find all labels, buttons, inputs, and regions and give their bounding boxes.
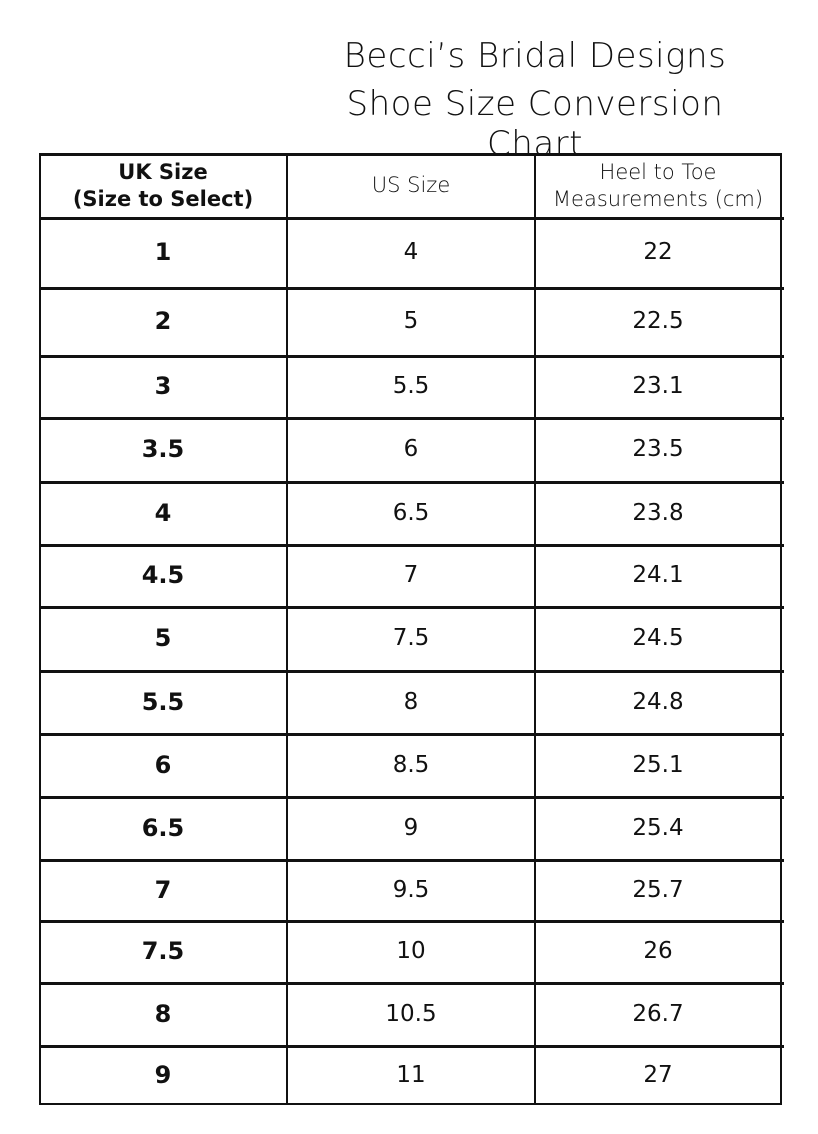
measurement-cell: 22.5 [632,308,684,335]
us-size-cell: 10.5 [385,1000,437,1027]
uk-size-cell: 5 [154,624,172,653]
measurement-cell: 27 [643,1061,673,1088]
measurement-cell: 22 [643,239,673,266]
header-line: Heel to Toe [599,159,717,184]
column-divider [534,153,536,1105]
header-measurement: Heel to Toe Measurements (cm) [535,153,781,219]
us-size-cell: 10 [396,938,426,965]
measurement-cell: 24.5 [632,625,684,652]
uk-size-cell: 3.5 [141,435,185,464]
uk-size-cell: 7 [154,875,172,904]
row-divider [39,670,784,673]
row-divider [39,417,784,420]
us-size-cell: 8.5 [392,751,430,778]
measurement-cell: 26.7 [632,1000,684,1027]
column-divider [286,153,288,1105]
uk-size-cell: 2 [154,307,172,336]
uk-size-cell: 4.5 [141,561,185,590]
us-size-cell: 5.5 [392,373,430,400]
page-title: Becci’s Bridal Designs [343,36,727,76]
us-size-cell: 11 [396,1061,426,1088]
header-line: UK Size [118,159,208,184]
measurement-cell: 23.1 [632,373,684,400]
measurement-cell: 24.8 [632,688,684,715]
row-divider [39,796,784,799]
row-divider [39,920,784,923]
uk-size-cell: 6 [154,750,172,779]
column-divider [780,153,782,1105]
uk-size-cell: 7.5 [141,937,185,966]
row-divider [39,982,784,985]
row-divider [39,606,784,609]
header-us-size: US Size [287,153,535,219]
row-divider [39,355,784,358]
uk-size-cell: 1 [154,238,172,267]
measurement-cell: 25.1 [632,751,684,778]
us-size-cell: 5 [403,308,419,335]
row-divider [39,1045,784,1048]
header-uk-size: UK Size (Size to Select) [39,153,287,219]
uk-size-cell: 6.5 [141,813,185,842]
us-size-cell: 7.5 [392,625,430,652]
row-divider [39,287,784,290]
us-size-cell: 4 [403,239,419,266]
header-line: (Size to Select) [72,187,254,211]
us-size-cell: 7 [403,562,419,589]
uk-size-cell: 9 [154,1060,172,1089]
uk-size-cell: 5.5 [141,687,185,716]
us-size-cell: 6.5 [392,499,430,526]
measurement-cell: 26 [643,938,673,965]
uk-size-cell: 3 [154,372,172,401]
row-divider [39,859,784,862]
uk-size-cell: 8 [154,999,172,1028]
us-size-cell: 9.5 [392,876,430,903]
header-line: Measurements (cm) [552,187,764,211]
row-divider [39,544,784,547]
measurement-cell: 23.5 [632,436,684,463]
measurement-cell: 25.7 [632,876,684,903]
uk-size-cell: 4 [154,498,172,527]
us-size-cell: 8 [403,688,419,715]
us-size-cell: 9 [403,814,419,841]
page-subtitle: Shoe Size Conversion Chart [346,84,724,164]
row-divider [39,733,784,736]
size-conversion-table [39,153,781,1105]
measurement-cell: 25.4 [632,814,684,841]
us-size-cell: 6 [403,436,419,463]
row-divider [39,481,784,484]
header-line: US Size [371,173,451,198]
measurement-cell: 23.8 [632,499,684,526]
measurement-cell: 24.1 [632,562,684,589]
row-divider [39,217,784,220]
